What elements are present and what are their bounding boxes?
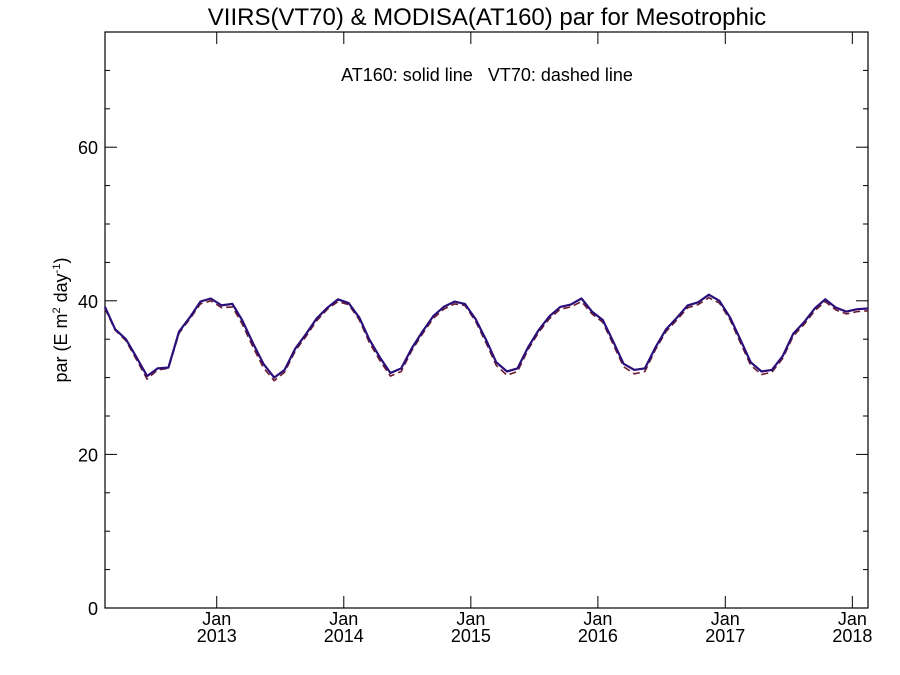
y-axis-label-end: )	[51, 258, 71, 264]
y-axis-label-main: par (E m	[51, 313, 71, 382]
y-tick-label: 40	[78, 292, 98, 312]
x-tick-label-year: 2014	[324, 626, 364, 646]
y-axis-label-mid: day	[51, 273, 71, 307]
y-tick-label: 0	[88, 599, 98, 619]
series-line-at160	[103, 293, 869, 379]
y-axis-label-sup2: -1	[51, 264, 63, 274]
y-tick-label: 20	[78, 445, 98, 465]
chart-title: VIIRS(VT70) & MODISA(AT160) par for Meso…	[208, 4, 766, 31]
x-tick-label-month: Jan	[202, 609, 231, 629]
x-tick-label-year: 2013	[197, 626, 237, 646]
x-tick-label-year: 2018	[832, 626, 872, 646]
y-tick-label: 60	[78, 138, 98, 158]
x-tick-label-month: Jan	[456, 609, 485, 629]
series-line-vt70	[104, 296, 869, 382]
x-tick-label-month: Jan	[583, 609, 612, 629]
x-tick-label-month: Jan	[711, 609, 740, 629]
chart-annotation: AT160: solid line VT70: dashed line	[341, 65, 633, 85]
x-tick-label-month: Jan	[329, 609, 358, 629]
x-tick-label-month: Jan	[838, 609, 867, 629]
y-axis-label-sup1: 2	[51, 307, 63, 313]
svg-text:par (E m2 day-1): par (E m2 day-1)	[51, 258, 71, 383]
x-tick-label-year: 2017	[705, 626, 745, 646]
plot-frame	[104, 31, 869, 609]
x-tick-label-year: 2015	[451, 626, 491, 646]
y-axis-label: par (E m2 day-1)	[51, 258, 71, 383]
x-tick-label-year: 2016	[578, 626, 618, 646]
